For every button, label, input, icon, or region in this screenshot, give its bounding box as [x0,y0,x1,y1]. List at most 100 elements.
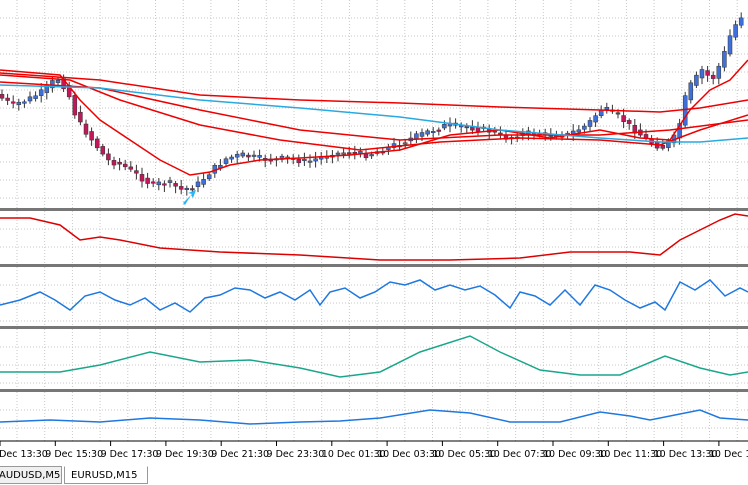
candle-body [643,134,649,139]
candle-body [83,123,89,135]
time-label: 10 Dec 09:30 [543,449,607,460]
candle-body [313,158,318,162]
candle-body [162,183,167,186]
candle-body [78,111,83,123]
candle-body [229,156,234,160]
candle-body [335,152,341,155]
candle-body [727,35,733,55]
candle-body [419,132,425,137]
time-label: 10 Dec 05:30 [432,449,496,460]
candle-body [167,180,173,183]
candle-body [22,101,27,104]
time-label: 10 Dec 03:30 [377,449,441,460]
separator [0,264,748,267]
candle-body [346,152,352,155]
indicator-red [0,213,748,261]
tab[interactable]: AUDUSD,M5 [0,466,62,484]
candle-body [150,181,156,184]
candle-body [94,138,100,149]
candle-body [358,151,363,154]
candle-body [699,69,705,79]
candle-body [621,115,626,122]
candle-body [425,130,430,135]
ma-blue [0,84,748,143]
candle-body [363,153,369,159]
candle-body [5,97,10,101]
candle-body [184,187,190,190]
candle-body [178,186,184,190]
candle-body [576,129,582,133]
candle-body [16,101,22,105]
candle-body [722,51,727,68]
candle-body [38,89,44,96]
candle-body [307,160,313,163]
time-label: 10 Dec 11:30 [598,449,662,460]
separator [0,208,748,211]
candle-body [430,131,436,134]
candle-body [615,112,621,115]
candle-body [470,126,475,131]
chart-area: 9 Dec 13:309 Dec 15:309 Dec 17:309 Dec 1… [0,0,748,460]
candles [0,12,744,196]
candle-body [234,154,240,158]
candle-body [10,101,16,104]
candle-body [660,144,666,149]
candle-body [173,183,178,187]
candle-body [436,129,442,132]
ma-medium [0,74,748,151]
time-label: 9 Dec 21:30 [211,449,269,460]
ma-fast [0,59,748,176]
candle-body [296,158,302,164]
candle-body [106,153,111,161]
candle-body [593,115,598,123]
candle-body [587,120,593,127]
candle-body [257,155,262,158]
candle-body [240,152,246,157]
candle-body [402,142,408,145]
indicator-blue-2 [0,409,748,425]
candle-body [72,95,78,116]
candle-body [626,120,632,124]
candle-body [223,158,229,164]
candle-body [134,170,139,174]
candle-body [475,127,481,132]
candle-body [694,74,699,86]
indicator-teal [0,335,748,378]
candle-body [201,179,206,185]
candle-body [100,146,106,155]
candle-body [442,123,447,129]
candle-body [251,154,257,157]
candle-body [117,161,122,165]
time-label: 9 Dec 23:30 [267,449,325,460]
candle-body [710,74,716,79]
candle-body [738,17,744,26]
candle-body [604,106,610,110]
candle-body [246,154,251,158]
candle-body [414,133,419,139]
time-axis: 9 Dec 13:309 Dec 15:309 Dec 17:309 Dec 1… [0,441,748,460]
candle-body [122,163,128,168]
ma-slower [0,81,748,141]
candle-body [498,132,503,135]
candle-body [705,70,710,76]
separator [0,326,748,329]
candle-body [55,79,61,83]
candle-body [156,181,162,186]
candle-body [206,174,212,180]
tab-active[interactable]: EURUSD,M15 [64,466,148,484]
signal-arrow [183,190,196,205]
time-label: 9 Dec 17:30 [101,449,159,460]
ma-slow [0,72,748,113]
time-label: 9 Dec 19:30 [156,449,214,460]
grid [0,0,748,441]
time-label: 10 Dec 01:30 [322,449,386,460]
candle-body [190,188,195,191]
panel-separators [0,208,748,442]
candle-body [666,140,671,148]
candle-body [139,174,145,182]
time-label: 10 Dec 15:30 [709,449,748,460]
candle-body [582,125,587,130]
candle-body [302,158,307,161]
candle-body [33,95,38,99]
